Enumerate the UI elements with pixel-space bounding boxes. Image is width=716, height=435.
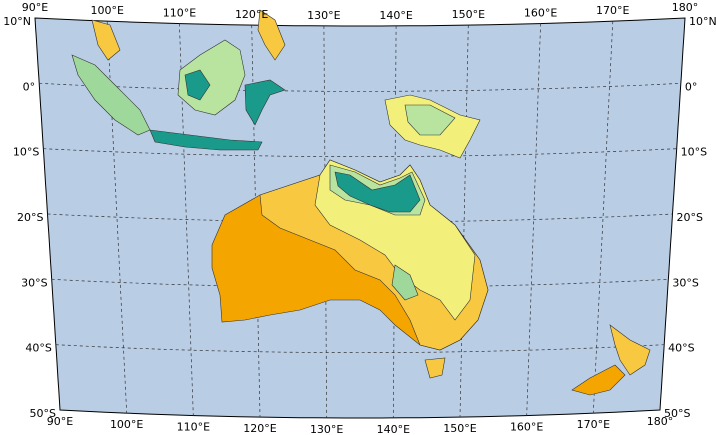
longitude-label: 180° — [647, 415, 674, 428]
latitude-label: 10°S — [681, 146, 707, 159]
longitude-label: 130°E — [310, 423, 343, 435]
latitude-label: 40°S — [25, 342, 51, 355]
new-zealand — [609, 324, 651, 376]
latitude-label: 10°N — [689, 15, 716, 28]
sulawesi — [244, 79, 286, 126]
meridian — [251, 25, 261, 418]
latitude-label: 20°S — [17, 211, 43, 224]
latitude-label: 30°S — [21, 276, 47, 289]
longitude-label: 90°E — [47, 415, 73, 428]
longitude-label: 180° — [672, 1, 699, 14]
longitude-label: 160°E — [510, 421, 543, 434]
tasmania — [424, 357, 446, 379]
longitude-label: 150°E — [443, 422, 476, 435]
latitude-label: 50°S — [30, 407, 56, 420]
latitude-label: 0° — [685, 80, 698, 93]
latitude-label: 0° — [23, 80, 36, 93]
longitude-label: 90°E — [22, 1, 48, 14]
graticule-labels: 90°E 90°E 100°E 100°E 110°E 110°E 120°E 120°E 13… — [3, 1, 716, 435]
longitude-label: 130°E — [307, 9, 340, 22]
longitude-label: 140°E — [377, 423, 410, 435]
sumatra — [71, 54, 151, 136]
longitude-label: 110°E — [177, 421, 210, 434]
meridian — [459, 25, 469, 418]
longitude-label: 170°E — [596, 4, 629, 17]
latitude-label: 40°S — [668, 342, 694, 355]
latitude-label: 30°S — [672, 276, 698, 289]
longitude-label: 100°E — [110, 418, 143, 431]
longitude-label: 150°E — [452, 8, 485, 21]
longitude-label: 100°E — [90, 4, 123, 17]
latitude-label: 10°N — [3, 15, 31, 28]
meridian — [526, 23, 541, 416]
australia-zone — [334, 171, 421, 213]
new-zealand — [571, 364, 626, 396]
longitude-label: 110°E — [163, 7, 196, 20]
longitude-label: 170°E — [577, 418, 610, 431]
philippines — [91, 19, 121, 61]
latitude-label: 20°S — [677, 211, 703, 224]
longitude-label: 160°E — [524, 7, 557, 20]
land — [71, 9, 651, 396]
longitude-label: 140°E — [379, 9, 412, 22]
longitude-label: 120°E — [243, 422, 276, 435]
java — [149, 129, 263, 151]
philippines — [257, 9, 286, 61]
parallel — [39, 82, 681, 92]
new-guinea-zone — [404, 104, 456, 136]
meridian — [179, 23, 194, 416]
borneo-zone — [184, 69, 211, 101]
australia-zone — [391, 264, 419, 301]
latitude-label: 50°S — [664, 407, 690, 420]
latitude-label: 10°S — [13, 146, 39, 159]
longitude-label: 120°E — [235, 8, 268, 21]
